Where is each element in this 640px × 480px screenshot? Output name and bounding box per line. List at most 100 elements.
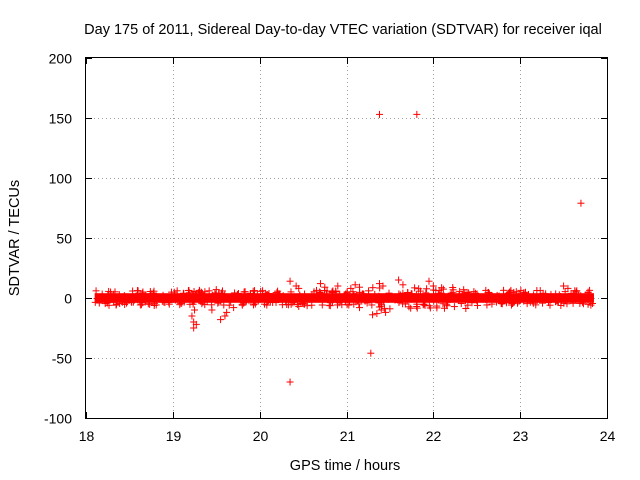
data-point — [264, 298, 272, 306]
data-point — [429, 282, 437, 290]
data-point — [408, 290, 416, 298]
data-point — [365, 287, 373, 295]
x-tick-label: 18 — [79, 428, 95, 444]
data-point — [341, 296, 349, 304]
data-point — [188, 312, 196, 320]
data-point — [172, 294, 180, 302]
data-point — [105, 301, 113, 309]
data-point — [286, 277, 294, 285]
data-point — [399, 281, 407, 289]
data-point — [584, 300, 592, 308]
data-point — [345, 301, 353, 309]
data-point — [250, 290, 258, 298]
data-point — [547, 290, 555, 298]
data-point — [139, 299, 147, 307]
data-point — [287, 288, 295, 296]
data-point — [192, 320, 200, 328]
y-tick-label: 0 — [64, 291, 72, 307]
data-points — [134, 110, 585, 386]
data-point — [203, 298, 211, 306]
data-point — [492, 298, 500, 306]
x-tick-label: 19 — [166, 428, 182, 444]
data-point — [413, 110, 421, 118]
data-point — [295, 302, 303, 310]
data-point — [328, 288, 336, 296]
data-point — [189, 290, 197, 298]
data-point — [230, 304, 238, 312]
data-point — [433, 302, 441, 310]
data-point — [150, 287, 158, 295]
data-point — [251, 287, 259, 295]
data-point — [551, 298, 559, 306]
data-point — [295, 284, 303, 292]
data-point — [123, 299, 131, 307]
data-point — [373, 310, 381, 318]
data-point — [508, 300, 516, 308]
data-point — [507, 286, 515, 294]
data-point — [423, 285, 431, 293]
data-point — [329, 287, 337, 295]
data-point — [457, 300, 465, 308]
data-point — [584, 288, 592, 296]
data-point — [562, 293, 570, 301]
data-point — [132, 292, 140, 300]
data-point — [130, 295, 138, 303]
data-point — [403, 297, 411, 305]
data-point — [323, 287, 331, 295]
data-point — [538, 299, 546, 307]
data-point — [484, 288, 492, 296]
data-point — [263, 291, 271, 299]
data-point — [221, 312, 229, 320]
data-point — [456, 287, 464, 295]
data-point — [419, 297, 427, 305]
data-point — [257, 287, 265, 295]
data-point — [287, 300, 295, 308]
data-point — [385, 289, 393, 297]
data-point — [434, 290, 442, 298]
data-point — [161, 299, 169, 307]
axis-ticks — [86, 58, 608, 419]
data-point — [296, 292, 304, 300]
data-point — [151, 299, 159, 307]
data-point — [336, 290, 344, 298]
data-point — [411, 284, 419, 292]
data-point — [470, 288, 478, 296]
data-point — [165, 297, 173, 305]
data-point — [487, 292, 495, 300]
data-point — [159, 291, 167, 299]
data-point — [334, 282, 342, 290]
data-point — [395, 276, 403, 284]
data-point — [112, 301, 120, 309]
data-point — [356, 304, 364, 312]
data-point — [176, 299, 184, 307]
data-point — [512, 294, 520, 302]
data-point — [395, 298, 403, 306]
data-point — [422, 289, 430, 297]
data-point — [212, 286, 220, 294]
data-point — [379, 294, 387, 302]
data-point — [481, 295, 489, 303]
data-point — [308, 295, 316, 303]
data-point — [530, 291, 538, 299]
data-point — [462, 305, 470, 313]
data-point — [572, 288, 580, 296]
data-point — [251, 300, 259, 308]
data-point — [369, 311, 377, 319]
data-point — [286, 378, 294, 386]
data-point — [460, 286, 468, 294]
data-point — [238, 293, 246, 301]
data-point — [560, 282, 568, 290]
data-point — [569, 299, 577, 307]
data-point — [444, 298, 452, 306]
x-tick-label: 20 — [253, 428, 269, 444]
data-point — [377, 306, 385, 314]
data-point — [369, 284, 377, 292]
data-point — [205, 294, 213, 302]
data-point — [356, 283, 364, 291]
y-tick-label: 150 — [49, 111, 73, 127]
data-point — [468, 299, 476, 307]
data-point — [561, 296, 569, 304]
y-tick-label: 100 — [49, 171, 73, 187]
data-point — [139, 288, 147, 296]
